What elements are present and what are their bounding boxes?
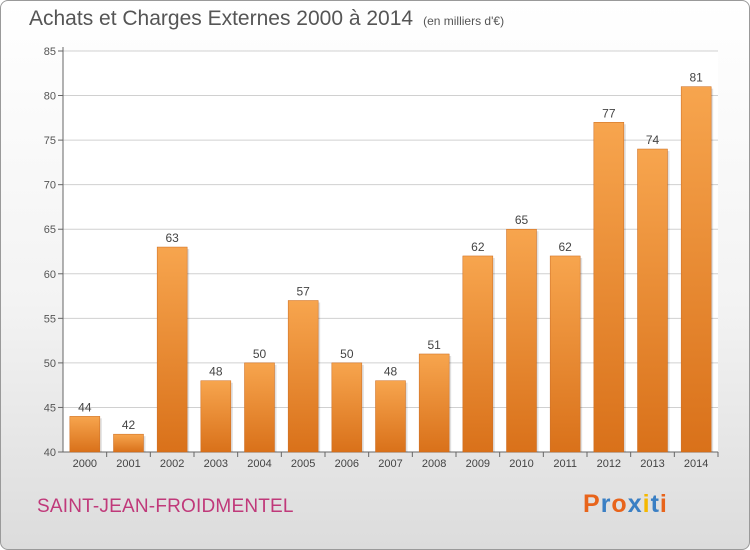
x-tick-label: 2012	[597, 458, 621, 470]
bar-value-label: 63	[165, 231, 179, 245]
x-tick-label: 2014	[684, 458, 708, 470]
chart-title-text: Achats et Charges Externes 2000 à 2014	[29, 7, 414, 30]
logo-letter: P	[583, 490, 601, 518]
bar	[680, 86, 712, 453]
y-tick-label: 70	[44, 180, 56, 192]
logo-letter: o	[611, 490, 628, 518]
x-tick-label: 2003	[204, 458, 228, 470]
bar	[69, 416, 101, 453]
x-tick-label: 2005	[291, 458, 315, 470]
y-tick-label: 50	[44, 358, 56, 370]
bar	[462, 255, 494, 453]
bar	[244, 362, 275, 453]
x-tick-label: 2006	[335, 458, 359, 470]
y-tick-label: 60	[44, 269, 56, 281]
bar-value-label: 50	[253, 347, 267, 361]
bar-value-label: 51	[427, 338, 441, 352]
bar-value-label: 62	[558, 240, 572, 254]
y-tick-label: 75	[44, 135, 56, 147]
y-tick-label: 40	[44, 447, 56, 459]
bar	[593, 122, 625, 453]
x-tick-label: 2010	[509, 458, 533, 470]
logo-letter: x	[627, 490, 643, 518]
bar	[418, 353, 450, 453]
bar	[637, 148, 668, 453]
bar-value-label: 57	[296, 285, 310, 299]
bar	[375, 380, 406, 453]
bar-value-label: 48	[384, 365, 398, 379]
bar-value-label: 62	[471, 240, 485, 254]
chart-title: Achats et Charges Externes 2000 à 2014 (e…	[29, 7, 504, 31]
bar-value-label: 74	[646, 133, 660, 147]
bar-value-label: 42	[122, 418, 136, 432]
y-tick-label: 65	[44, 224, 56, 236]
proxiti-logo: Proxiti	[583, 490, 668, 519]
x-tick-label: 2002	[160, 458, 184, 470]
bar-value-label: 50	[340, 347, 354, 361]
x-tick-label: 2000	[73, 458, 97, 470]
commune-name: SAINT-JEAN-FROIDMENTEL	[37, 496, 294, 517]
chart-subtitle: (en milliers d'€)	[423, 14, 505, 28]
bar-value-label: 65	[515, 213, 529, 227]
x-tick-label: 2004	[247, 458, 271, 470]
logo-letter: t	[650, 490, 660, 518]
bar-value-label: 81	[689, 71, 703, 85]
bar	[200, 380, 232, 453]
bar	[156, 246, 188, 453]
x-tick-label: 2009	[466, 458, 490, 470]
y-tick-label: 85	[44, 46, 56, 58]
x-tick-label: 2007	[378, 458, 402, 470]
x-tick-label: 2001	[116, 458, 140, 470]
logo-letter: i	[659, 490, 668, 518]
bar	[549, 255, 581, 453]
bar-value-label: 44	[78, 400, 92, 414]
y-tick-label: 80	[44, 91, 56, 103]
x-tick-label: 2008	[422, 458, 446, 470]
logo-letter: i	[642, 490, 651, 518]
x-tick-label: 2011	[553, 458, 577, 470]
bar-value-label: 77	[602, 106, 616, 120]
bar	[287, 300, 319, 453]
bar	[506, 228, 537, 453]
bar	[113, 433, 144, 453]
y-tick-label: 45	[44, 402, 56, 414]
x-tick-label: 2013	[640, 458, 664, 470]
bar	[331, 362, 363, 453]
logo-letter: r	[600, 490, 612, 518]
bar-value-label: 48	[209, 365, 223, 379]
y-tick-label: 55	[44, 313, 56, 325]
